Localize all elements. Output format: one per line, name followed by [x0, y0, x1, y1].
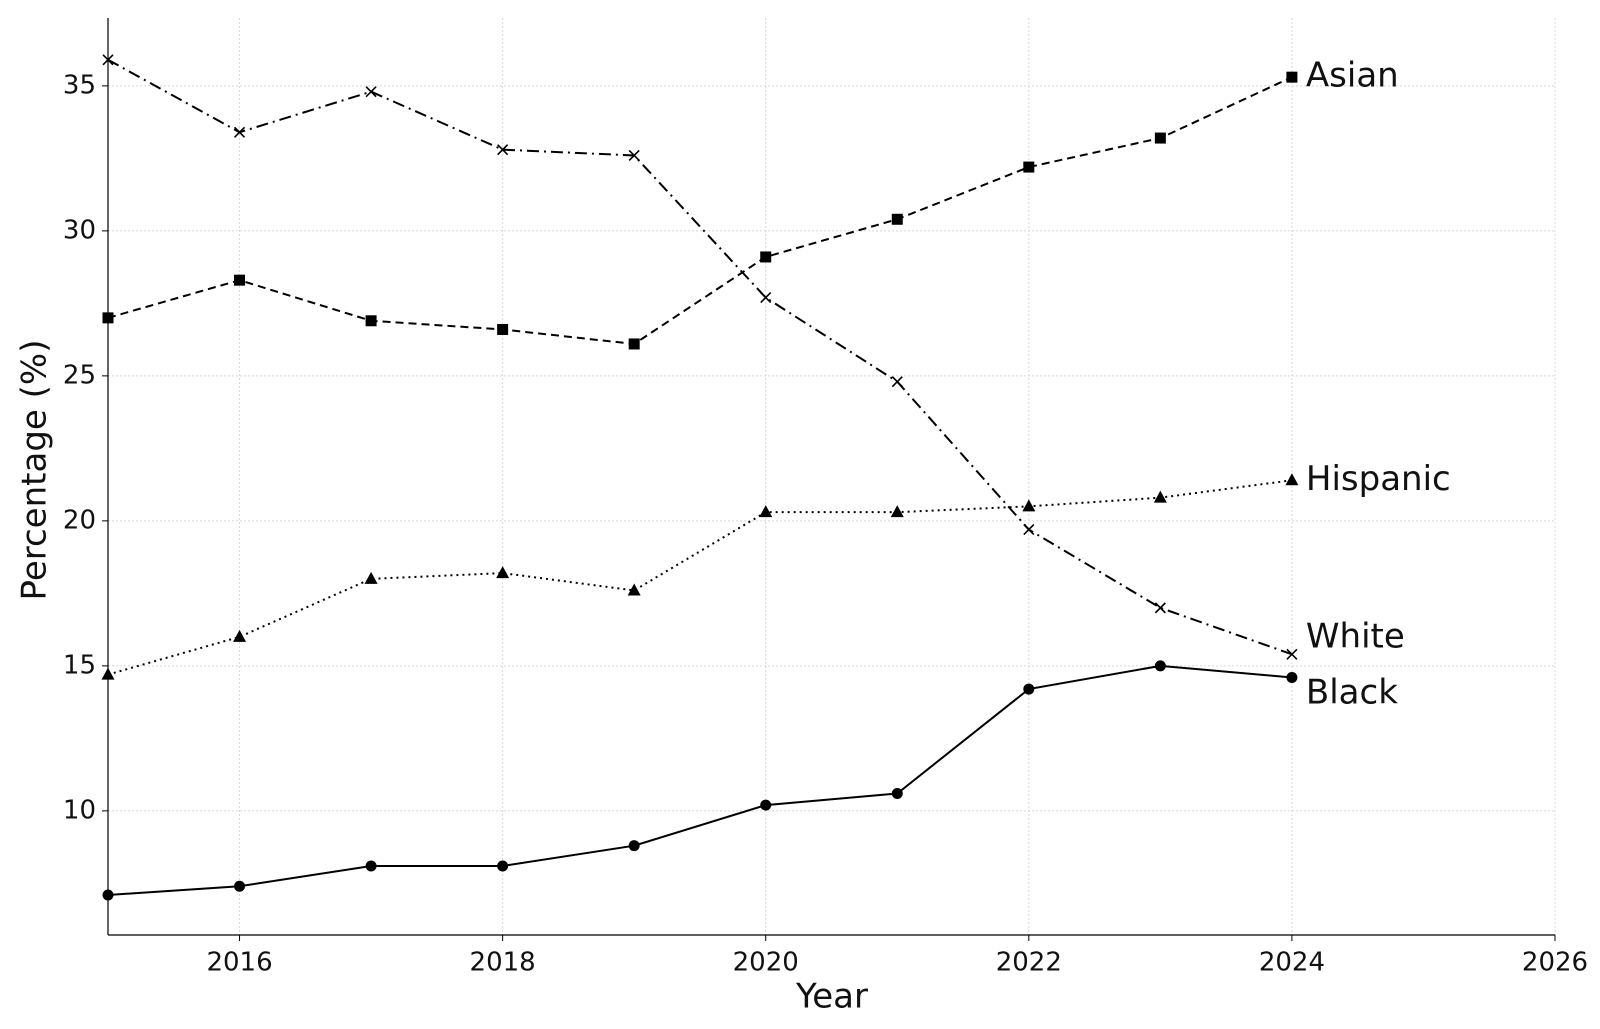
- marker: [102, 54, 114, 66]
- x-tick-label: 2026: [1522, 948, 1588, 978]
- marker: [760, 292, 772, 304]
- marker: [365, 86, 377, 98]
- marker: [1023, 683, 1035, 695]
- marker: [628, 840, 640, 852]
- marker-stroke: [102, 54, 114, 66]
- marker-stroke: [891, 376, 903, 388]
- x-tick-label: 2024: [1259, 948, 1325, 978]
- marker: [496, 566, 510, 579]
- y-tick-label: 10: [63, 795, 96, 825]
- y-axis-title: Percentage (%): [15, 340, 55, 601]
- series-line: [107, 58, 1293, 656]
- x-tick-label: 2022: [996, 948, 1062, 978]
- marker: [1154, 132, 1166, 144]
- marker: [759, 505, 773, 518]
- marker: [1023, 524, 1035, 536]
- marker: [497, 860, 509, 872]
- marker: [890, 505, 904, 518]
- series-line: [107, 479, 1293, 676]
- marker-stroke: [233, 126, 246, 138]
- marker: [1022, 499, 1036, 512]
- y-tick-label: 20: [63, 505, 96, 535]
- x-tick-label: 2020: [733, 948, 799, 978]
- y-tick-label: 35: [63, 70, 96, 100]
- marker: [233, 629, 247, 642]
- marker: [233, 126, 246, 138]
- series-label: White: [1306, 616, 1405, 656]
- marker: [1286, 648, 1298, 660]
- marker-stroke: [365, 86, 377, 98]
- marker: [891, 376, 903, 388]
- marker: [497, 144, 509, 156]
- marker: [1286, 671, 1298, 683]
- marker: [1154, 602, 1166, 614]
- marker: [760, 799, 772, 811]
- marker: [627, 583, 641, 596]
- marker: [365, 860, 377, 872]
- marker: [101, 667, 115, 680]
- y-tick-label: 30: [63, 215, 96, 245]
- marker-stroke: [760, 292, 772, 304]
- marker: [1286, 71, 1298, 83]
- marker: [102, 889, 114, 901]
- marker-stroke: [497, 144, 509, 156]
- marker-stroke: [1154, 602, 1166, 614]
- marker: [365, 315, 377, 327]
- marker: [234, 880, 246, 892]
- x-axis-title: Year: [795, 977, 868, 1017]
- marker: [1285, 473, 1299, 486]
- marker-stroke: [628, 149, 640, 162]
- marker: [1154, 660, 1166, 672]
- marker: [234, 274, 246, 286]
- marker: [628, 338, 640, 350]
- series-line: [107, 76, 1293, 346]
- series-label: Black: [1306, 672, 1398, 712]
- marker-stroke: [1286, 648, 1298, 660]
- marker-stroke: [1023, 524, 1035, 536]
- y-tick-label: 25: [63, 360, 96, 390]
- x-tick-label: 2016: [206, 948, 272, 978]
- marker: [628, 149, 640, 162]
- marker: [102, 312, 114, 324]
- series-label: Hispanic: [1306, 459, 1451, 499]
- series-line: [107, 664, 1292, 896]
- x-tick-label: 2018: [470, 948, 536, 978]
- marker: [891, 787, 903, 799]
- marker: [1153, 490, 1167, 503]
- marker: [760, 251, 772, 263]
- series-label: Asian: [1306, 56, 1399, 96]
- marker: [1023, 161, 1035, 173]
- marker: [497, 323, 509, 335]
- marker: [891, 213, 903, 225]
- y-tick-label: 15: [63, 650, 96, 680]
- marker: [364, 571, 378, 584]
